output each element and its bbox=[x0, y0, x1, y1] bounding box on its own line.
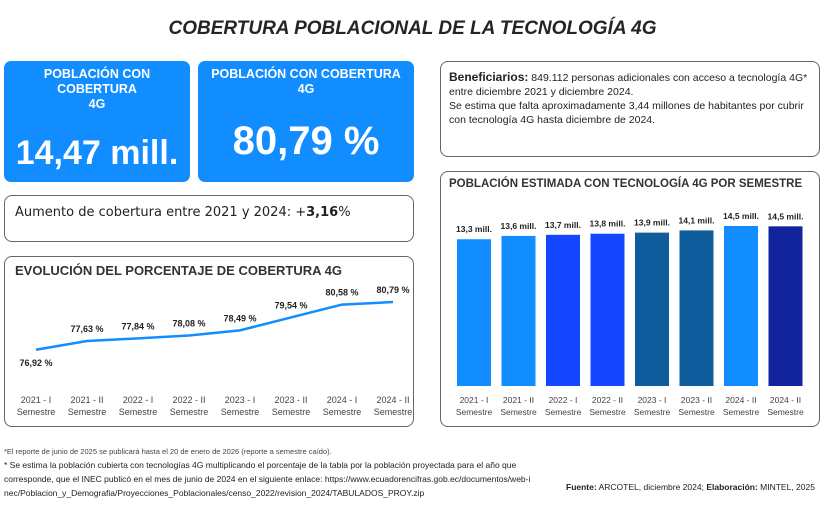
beneficiarios-label: Beneficiarios: bbox=[449, 70, 529, 84]
kpi-label-line2: 4G bbox=[88, 97, 106, 111]
beneficiarios-line3: Se estima que falta aproximadamente 3,44… bbox=[449, 100, 804, 126]
page-title: COBERTURA POBLACIONAL DE LA TECNOLOGÍA 4… bbox=[168, 18, 657, 39]
growth-label: Aumento de cobertura entre 2021 y 2024: … bbox=[15, 205, 307, 220]
kpi-value: 14,47 mill. bbox=[15, 134, 179, 172]
beneficiarios-line4: tecnología 4G hasta diciembre de 2024. bbox=[468, 114, 656, 126]
beneficiarios-line1: Beneficiarios: 849.112 personas adiciona… bbox=[449, 70, 811, 99]
kpi-label: POBLACIÓN CON COBERTURA 4G bbox=[202, 67, 410, 97]
source-label: Fuente: bbox=[566, 482, 597, 492]
kpi-label-line1: POBLACIÓN CON COBERTURA bbox=[211, 67, 401, 81]
bar-chart-card: POBLACIÓN ESTIMADA CON TECNOLOGÍA 4G POR… bbox=[440, 171, 820, 427]
beneficiarios-line2: diciembre 2021 y diciembre 2024. bbox=[475, 86, 634, 98]
kpi-card-percentage: POBLACIÓN CON COBERTURA 4G 80,79 % bbox=[198, 61, 414, 182]
source-text: ARCOTEL, diciembre 2024; bbox=[596, 482, 707, 492]
footnote-2c: nec/Poblacion_y_Demografia/Proyecciones_… bbox=[4, 488, 425, 498]
beneficiarios-line3-wrap: Se estima que falta aproximadamente 3,44… bbox=[449, 99, 811, 127]
bar-chart-title: POBLACIÓN ESTIMADA CON TECNOLOGÍA 4G POR… bbox=[449, 178, 803, 190]
beneficiarios-text: 849.112 personas adicionales con acceso … bbox=[449, 72, 808, 98]
line-chart-title: EVOLUCIÓN DEL PORCENTAJE DE COBERTURA 4G bbox=[15, 263, 342, 278]
growth-text: Aumento de cobertura entre 2021 y 2024: … bbox=[15, 205, 405, 220]
kpi-label-line2: 4G bbox=[297, 82, 315, 96]
kpi-label-line1: POBLACIÓN CON COBERTURA bbox=[43, 67, 151, 96]
growth-suffix: % bbox=[338, 205, 351, 220]
kpi-value: 80,79 % bbox=[232, 119, 380, 163]
growth-value: 3,16 bbox=[306, 205, 339, 220]
kpi-label: POBLACIÓN CON COBERTURA 4G bbox=[8, 67, 186, 112]
kpi-card-population: POBLACIÓN CON COBERTURA 4G 14,47 mill. bbox=[4, 61, 190, 182]
elaboration-label: Elaboración: bbox=[706, 482, 758, 492]
elaboration-text: MINTEL, 2025 bbox=[757, 482, 815, 492]
footnote-2b: corresponde, que el INEC publicó en el m… bbox=[4, 474, 531, 484]
line-chart-card: EVOLUCIÓN DEL PORCENTAJE DE COBERTURA 4G bbox=[4, 256, 414, 427]
beneficiarios-box: Beneficiarios: 849.112 personas adiciona… bbox=[440, 61, 820, 157]
source-note: Fuente: ARCOTEL, diciembre 2024; Elabora… bbox=[566, 482, 821, 492]
growth-box: Aumento de cobertura entre 2021 y 2024: … bbox=[4, 195, 414, 242]
footnote-1: *El reporte de junio de 2025 se publicar… bbox=[4, 447, 332, 456]
footnote-2a: * Se estima la población cubierta con te… bbox=[4, 460, 517, 470]
